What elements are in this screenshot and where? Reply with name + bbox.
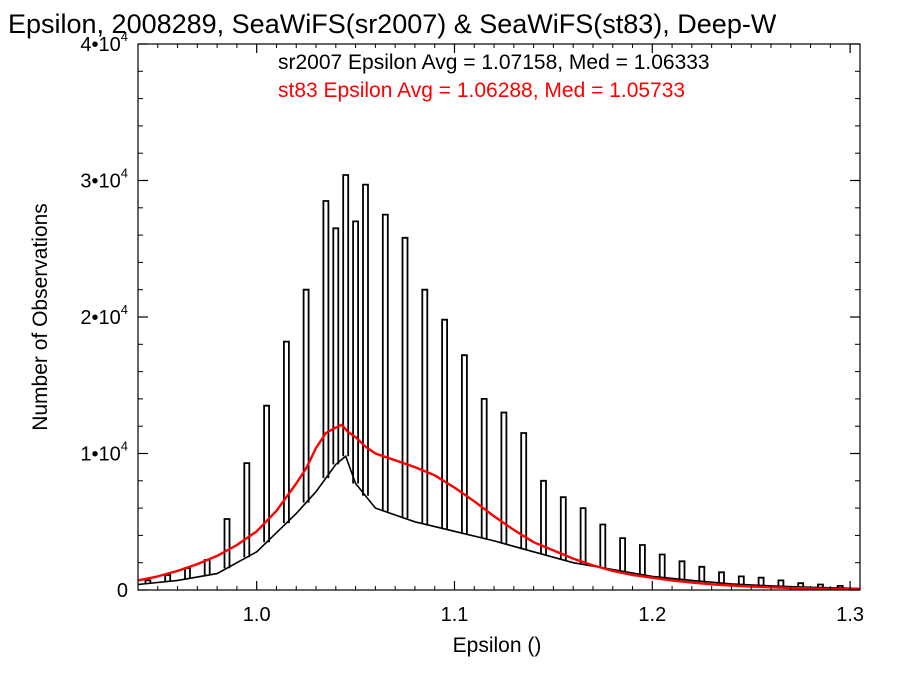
x-tick-label: 1.2 (638, 604, 666, 626)
histogram-spike (203, 559, 211, 576)
histogram-spike (421, 288, 429, 525)
plot-frame (137, 43, 861, 591)
chart-title: Epsilon, 2008289, SeaWiFS(sr2007) & SeaW… (8, 9, 777, 39)
histogram-spike (658, 553, 666, 578)
histogram-spike (352, 220, 359, 484)
histogram-spike (144, 579, 152, 584)
y-tick-label: 4•104 (80, 29, 128, 56)
histogram-spike (461, 354, 468, 534)
histogram-spike (283, 340, 290, 524)
histogram-spike (500, 411, 508, 544)
x-tick-label: 1.3 (836, 604, 864, 626)
histogram-spike (332, 227, 340, 465)
x-axis-label: Epsilon () (453, 634, 542, 657)
x-tick-labels: 1.0 1.1 1.2 1.3 (243, 604, 864, 626)
histogram-spike (302, 288, 310, 503)
histogram-spike (579, 507, 587, 565)
stats-annotation: sr2007 Epsilon Avg = 1.07158, Med = 1.06… (278, 51, 710, 74)
histogram-spike (322, 200, 330, 479)
y-tick-label: 2•104 (80, 302, 128, 329)
series-layer (137, 174, 861, 591)
histogram-spike (243, 462, 251, 558)
histogram-spike (698, 565, 706, 582)
x-tick-label: 1.0 (243, 604, 271, 626)
histogram-spike (797, 582, 805, 587)
histogram-spike (559, 496, 567, 560)
histogram-spike (520, 432, 528, 550)
stats-annotation: st83 Epsilon Avg = 1.06288, Med = 1.0573… (278, 79, 685, 102)
histogram-spike (599, 523, 607, 568)
histogram-spike (441, 318, 448, 529)
histogram-spike (401, 236, 409, 519)
histogram-spike (342, 174, 350, 457)
histogram-spike (480, 398, 488, 539)
st83-distribution-line (137, 423, 861, 591)
axis-ticks (138, 43, 860, 591)
histogram-spike (777, 579, 785, 587)
histogram-spike (757, 576, 765, 586)
y-tick-label: 0 (117, 580, 128, 602)
histogram-spike (223, 518, 231, 569)
y-axis-label: Number of Observations (29, 203, 52, 431)
annotations: sr2007 Epsilon Avg = 1.07158, Med = 1.06… (278, 51, 710, 102)
histogram-spike (164, 574, 172, 582)
x-tick-label: 1.1 (441, 604, 469, 626)
y-tick-label: 3•104 (80, 166, 128, 193)
y-tick-label: 1•104 (80, 439, 128, 466)
histogram-spike (817, 583, 824, 588)
histogram-spike (718, 571, 725, 583)
y-tick-labels: 0 1•104 2•104 3•104 4•104 (80, 29, 128, 602)
histogram-spike (263, 404, 270, 543)
histogram-spike (836, 585, 844, 589)
histogram-spike (737, 575, 745, 585)
histogram-spike (619, 537, 626, 572)
histogram-baseline (137, 454, 861, 590)
histogram-spike (678, 560, 686, 580)
histogram-spike (639, 544, 646, 575)
histogram-spike (381, 213, 389, 512)
histogram-spike (540, 479, 547, 555)
histogram-spike (362, 183, 369, 496)
histogram-spike (184, 567, 191, 579)
